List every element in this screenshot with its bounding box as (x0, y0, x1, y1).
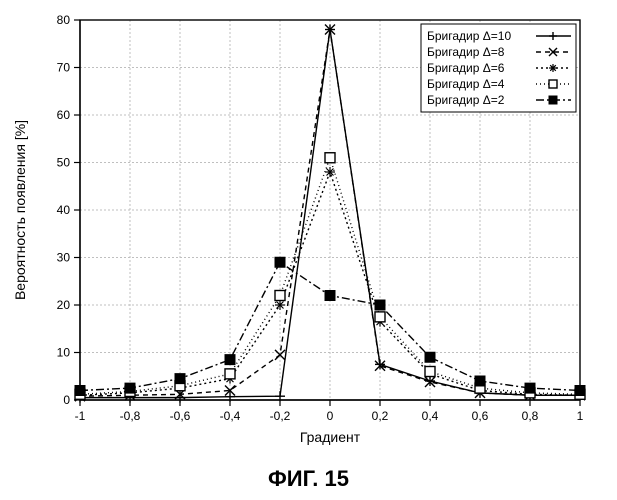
ytick-label: 40 (57, 203, 71, 217)
ytick-label: 20 (57, 298, 71, 312)
marker-square (375, 312, 385, 322)
xtick-label: -1 (75, 409, 86, 423)
figure-container: -1-0,8-0,6-0,4-0,200,20,40,60,8101020304… (0, 0, 617, 500)
xtick-label: 0,4 (422, 409, 439, 423)
ytick-label: 80 (57, 13, 71, 27)
xtick-label: 1 (577, 409, 584, 423)
xtick-label: -0,6 (170, 409, 191, 423)
marker-square (225, 369, 235, 379)
marker-filled-square (425, 352, 435, 362)
legend-label: Бригадир Δ=8 (427, 45, 505, 59)
marker-filled-square (575, 386, 585, 396)
legend-label: Бригадир Δ=6 (427, 61, 505, 75)
marker-filled-square (475, 376, 485, 386)
marker-filled-square (175, 374, 185, 384)
ytick-label: 30 (57, 251, 71, 265)
chart-svg: -1-0,8-0,6-0,4-0,200,20,40,60,8101020304… (0, 0, 617, 460)
figure-caption: ФИГ. 15 (0, 466, 617, 492)
xtick-label: 0,6 (472, 409, 489, 423)
marker-square (275, 291, 285, 301)
xtick-label: 0,8 (522, 409, 539, 423)
marker-square (549, 80, 557, 88)
ytick-label: 50 (57, 156, 71, 170)
ytick-label: 10 (57, 346, 71, 360)
xtick-label: 0,2 (372, 409, 389, 423)
marker-filled-square (525, 383, 535, 393)
y-axis-label: Вероятность появления [%] (12, 120, 28, 300)
marker-filled-square (549, 96, 557, 104)
xtick-label: 0 (327, 409, 334, 423)
legend-label: Бригадир Δ=10 (427, 29, 511, 43)
marker-square (425, 367, 435, 377)
x-axis-label: Градиент (300, 429, 361, 445)
legend-label: Бригадир Δ=2 (427, 93, 505, 107)
ytick-label: 0 (63, 393, 70, 407)
xtick-label: -0,2 (270, 409, 291, 423)
ytick-label: 60 (57, 108, 71, 122)
marker-filled-square (75, 386, 85, 396)
marker-filled-square (275, 257, 285, 267)
ytick-label: 70 (57, 61, 71, 75)
legend-label: Бригадир Δ=4 (427, 77, 505, 91)
marker-filled-square (125, 383, 135, 393)
marker-filled-square (225, 355, 235, 365)
marker-filled-square (325, 291, 335, 301)
xtick-label: -0,4 (220, 409, 241, 423)
xtick-label: -0,8 (120, 409, 141, 423)
marker-square (325, 153, 335, 163)
marker-filled-square (375, 300, 385, 310)
